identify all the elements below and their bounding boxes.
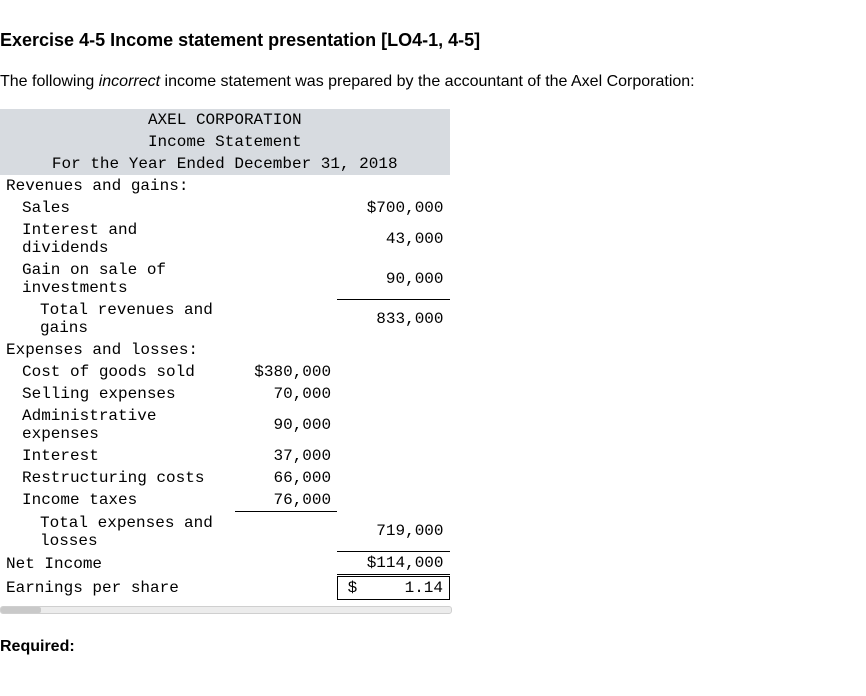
net-value: $114,000 <box>337 552 449 576</box>
empty-cell <box>337 361 449 383</box>
company-name: AXEL CORPORATION <box>0 109 450 131</box>
net-label: Net Income <box>0 552 235 576</box>
admin-label: Administrative expenses <box>0 405 235 445</box>
expenses-label: Expenses and losses: <box>0 339 450 361</box>
interest-label: Interest <box>0 445 235 467</box>
row-total-revenues: Total revenues and gains 833,000 <box>0 299 450 339</box>
table-header-title: Income Statement <box>0 131 450 153</box>
expenses-section-label: Expenses and losses: <box>0 339 450 361</box>
totrev-label: Total revenues and gains <box>0 299 235 339</box>
cogs-label: Cost of goods sold <box>0 361 235 383</box>
row-net-income: Net Income $114,000 <box>0 552 450 576</box>
interest-value: 37,000 <box>235 445 337 467</box>
empty-cell <box>337 445 449 467</box>
empty-cell <box>235 219 337 259</box>
empty-cell <box>235 197 337 219</box>
sales-label: Sales <box>0 197 235 219</box>
totrev-value: 833,000 <box>337 299 449 339</box>
selling-label: Selling expenses <box>0 383 235 405</box>
gain-value: 90,000 <box>337 259 449 299</box>
intdiv-label: Interest and dividends <box>0 219 235 259</box>
empty-cell <box>235 576 337 600</box>
row-total-expenses: Total expenses and losses 719,000 <box>0 512 450 552</box>
row-income-taxes: Income taxes 76,000 <box>0 489 450 512</box>
income-statement-table: AXEL CORPORATION Income Statement For th… <box>0 109 450 600</box>
empty-cell <box>337 467 449 489</box>
row-gain-investments: Gain on sale of investments 90,000 <box>0 259 450 299</box>
gain-label: Gain on sale of investments <box>0 259 235 299</box>
empty-cell <box>235 552 337 576</box>
required-label: Required: <box>0 638 866 656</box>
eps-dollar: $ <box>344 579 358 597</box>
intro-pre: The following <box>0 73 99 90</box>
row-interest-expense: Interest 37,000 <box>0 445 450 467</box>
horizontal-scrollbar[interactable] <box>0 606 452 614</box>
empty-cell <box>337 405 449 445</box>
intro-emph: incorrect <box>99 73 160 90</box>
cogs-value: $380,000 <box>235 361 337 383</box>
restruct-label: Restructuring costs <box>0 467 235 489</box>
eps-value: 1.14 <box>405 579 443 597</box>
totexp-value: 719,000 <box>337 512 449 552</box>
row-restructuring: Restructuring costs 66,000 <box>0 467 450 489</box>
row-selling: Selling expenses 70,000 <box>0 383 450 405</box>
empty-cell <box>337 383 449 405</box>
row-eps: Earnings per share $ 1.14 <box>0 576 450 600</box>
table-header-company: AXEL CORPORATION <box>0 109 450 131</box>
table-header-period: For the Year Ended December 31, 2018 <box>0 153 450 175</box>
empty-cell <box>235 512 337 552</box>
tax-value: 76,000 <box>235 489 337 512</box>
admin-value: 90,000 <box>235 405 337 445</box>
statement-period: For the Year Ended December 31, 2018 <box>0 153 450 175</box>
sales-value: $700,000 <box>337 197 449 219</box>
empty-cell <box>235 299 337 339</box>
restruct-value: 66,000 <box>235 467 337 489</box>
row-interest-dividends: Interest and dividends 43,000 <box>0 219 450 259</box>
intro-text: The following incorrect income statement… <box>0 73 866 91</box>
empty-cell <box>235 259 337 299</box>
revenues-label: Revenues and gains: <box>0 175 450 197</box>
revenues-section-label: Revenues and gains: <box>0 175 450 197</box>
page: Exercise 4-5 Income statement presentati… <box>0 0 866 666</box>
intdiv-value: 43,000 <box>337 219 449 259</box>
intro-post: income statement was prepared by the acc… <box>160 73 695 90</box>
statement-title: Income Statement <box>0 131 450 153</box>
totexp-label: Total expenses and losses <box>0 512 235 552</box>
row-cogs: Cost of goods sold $380,000 <box>0 361 450 383</box>
selling-value: 70,000 <box>235 383 337 405</box>
tax-label: Income taxes <box>0 489 235 512</box>
empty-cell <box>337 489 449 512</box>
row-sales: Sales $700,000 <box>0 197 450 219</box>
eps-label: Earnings per share <box>0 576 235 600</box>
row-admin: Administrative expenses 90,000 <box>0 405 450 445</box>
eps-value-cell: $ 1.14 <box>337 576 449 600</box>
exercise-heading: Exercise 4-5 Income statement presentati… <box>0 30 866 51</box>
